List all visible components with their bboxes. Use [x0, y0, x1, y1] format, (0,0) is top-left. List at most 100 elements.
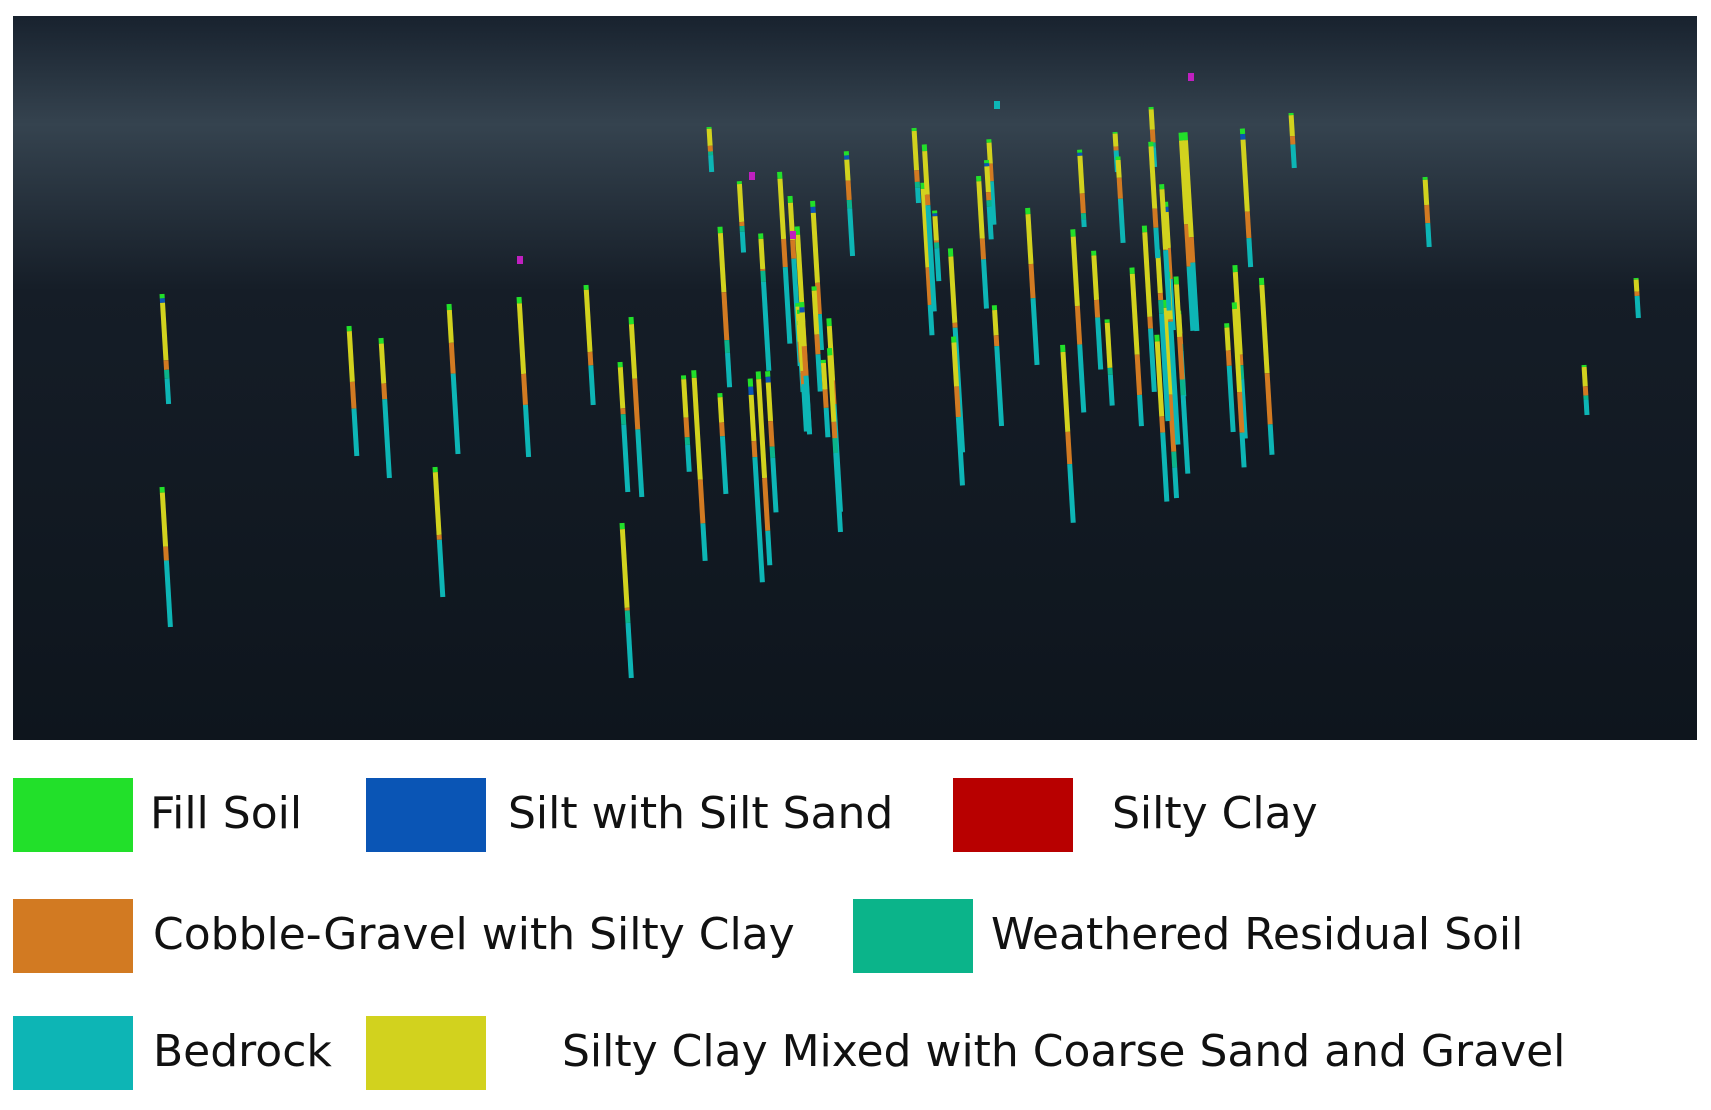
borehole-segment — [1293, 144, 1294, 168]
borehole-segment — [1107, 323, 1110, 368]
borehole-segment — [784, 239, 786, 267]
borehole-segment — [1427, 205, 1428, 223]
borehole-segment — [591, 365, 593, 405]
borehole-segment — [1584, 367, 1585, 386]
borehole-segment — [1028, 214, 1031, 264]
borehole-segment — [163, 303, 166, 360]
borehole-segment — [1425, 180, 1427, 205]
borehole-segment — [1098, 318, 1101, 370]
borehole-segment — [728, 353, 730, 387]
borehole-segment — [1110, 375, 1112, 406]
borehole-segment — [1070, 464, 1074, 523]
borehole-segment — [1428, 223, 1429, 247]
borehole-segment — [739, 184, 741, 222]
borehole-segment — [688, 445, 690, 472]
legend-swatch — [13, 778, 133, 852]
borehole-segment — [1270, 424, 1272, 454]
borehole-segment — [627, 611, 628, 623]
borehole-segment — [834, 422, 835, 438]
borehole-segment — [918, 188, 919, 203]
borehole-segment — [354, 409, 357, 456]
borehole-segment — [1175, 468, 1177, 499]
borehole-segment — [720, 397, 722, 422]
borehole-segment — [711, 155, 712, 172]
borehole-segment — [817, 334, 818, 354]
borehole-segment — [352, 382, 354, 409]
borehole-segment — [773, 458, 776, 512]
borehole-segment — [987, 166, 989, 192]
borehole-segment — [1156, 228, 1158, 258]
borehole-segment — [793, 240, 794, 259]
borehole-segment — [449, 310, 451, 343]
legend-label: Fill Soil — [150, 788, 302, 839]
borehole-segment — [631, 324, 634, 379]
borehole-segment — [914, 131, 916, 170]
borehole-segment — [700, 480, 703, 524]
borehole-segment — [847, 160, 848, 181]
borehole-segment — [439, 540, 442, 597]
borehole-segment — [849, 200, 850, 208]
borehole-segment — [768, 531, 770, 565]
borehole-segment — [989, 207, 991, 240]
borehole-segment — [982, 239, 983, 260]
borehole-segment — [167, 379, 169, 404]
borehole-segment — [935, 216, 936, 240]
borehole-segment — [826, 408, 828, 437]
legend-swatch — [853, 899, 973, 973]
borehole-segment — [802, 312, 804, 346]
borehole-segment — [763, 271, 764, 282]
borehole-segment — [628, 623, 631, 678]
borehole-segment — [1077, 306, 1079, 344]
borehole-segment — [1150, 317, 1151, 329]
borehole-segment — [1155, 209, 1156, 228]
legend-label: Silty Clay — [1112, 788, 1318, 839]
borehole-segment — [814, 291, 817, 335]
borehole-segment — [823, 363, 825, 389]
borehole-segment — [1137, 355, 1139, 395]
borehole-segment — [1180, 337, 1183, 380]
borehole-segment — [751, 395, 754, 441]
borehole-segment — [990, 164, 991, 182]
borehole-segment — [525, 405, 528, 457]
borehole-segment — [1094, 256, 1097, 300]
borehole-segment — [684, 379, 686, 417]
legend-swatch — [366, 1016, 486, 1090]
borehole-segment — [825, 389, 826, 407]
borehole-segment — [166, 360, 167, 370]
borehole-segment — [996, 335, 997, 346]
legend-label: Silt with Silt Sand — [508, 788, 893, 839]
borehole-segment — [1118, 160, 1119, 178]
borehole-segment — [1228, 350, 1229, 365]
borehole-segment — [1082, 193, 1083, 213]
borehole-segment — [1249, 238, 1251, 267]
borehole-segment — [349, 331, 352, 382]
borehole-segment — [1162, 416, 1163, 432]
borehole-segment — [954, 343, 957, 387]
legend-label: Silty Clay Mixed with Coarse Sand and Gr… — [562, 1026, 1565, 1077]
borehole-segment — [1267, 373, 1270, 424]
borehole-segment — [524, 374, 526, 405]
borehole-segment — [162, 493, 165, 547]
borehole-segment — [995, 310, 997, 335]
borehole-segment — [1585, 386, 1586, 395]
borehole-segment — [979, 181, 982, 238]
borehole-segment — [989, 143, 990, 164]
borehole-segment — [720, 233, 724, 292]
borehole-segment — [1031, 264, 1033, 298]
borehole-segment — [635, 379, 638, 430]
marker — [994, 101, 1000, 109]
borehole-segment — [451, 343, 453, 374]
marker — [1188, 73, 1194, 81]
borehole-segment — [1191, 237, 1193, 262]
borehole-segment — [1182, 380, 1183, 396]
marker — [517, 256, 523, 264]
borehole-segment — [917, 170, 918, 182]
borehole-segment — [1068, 432, 1070, 464]
borehole-segment — [1636, 280, 1637, 292]
borehole-segment — [384, 383, 385, 399]
borehole-segment — [1158, 257, 1160, 293]
borehole-segment — [848, 181, 849, 200]
borehole-segment — [957, 386, 959, 417]
borehole-segment — [772, 447, 773, 458]
